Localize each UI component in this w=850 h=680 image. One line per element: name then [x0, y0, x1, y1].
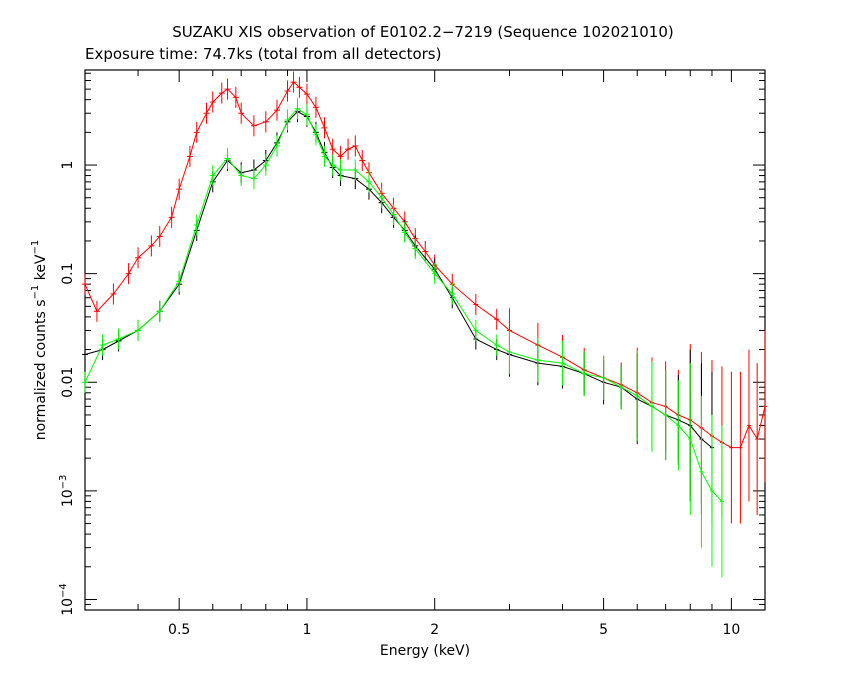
y-tick-mantissa: 10	[60, 489, 76, 507]
chart-subtitle: Exposure time: 74.7ks (total from all de…	[85, 45, 441, 63]
y-tick-exponent: −4	[58, 583, 69, 598]
plot-frame	[84, 69, 766, 611]
y-tick-mantissa: 10	[60, 598, 76, 616]
y-tick-label: 0.01	[60, 367, 76, 398]
y-tick-label: 0.1	[60, 263, 76, 285]
x-tick-label: 0.5	[168, 622, 190, 638]
x-tick-label: 1	[302, 622, 311, 638]
y-axis: 10−410−30.010.11	[58, 72, 765, 616]
y-tick-label: 1	[60, 161, 76, 170]
y-tick-label: 10−4	[58, 583, 76, 616]
chart-title: SUZAKU XIS observation of E0102.2−7219 (…	[172, 23, 673, 41]
series-2	[82, 98, 724, 578]
x-tick-label: 2	[430, 622, 439, 638]
y-tick-exponent: −3	[58, 475, 69, 490]
x-axis-label: Energy (keV)	[380, 643, 470, 659]
x-axis: 0.5 1 2 5 10	[84, 70, 740, 638]
y-axis-label-sup1: −1	[30, 285, 41, 300]
series-1	[82, 101, 714, 524]
y-tick-label: 10−3	[58, 475, 76, 508]
x-tick-label: 10	[722, 622, 740, 638]
series-line	[84, 108, 723, 502]
series-0	[82, 71, 767, 524]
x-tick-label: 5	[599, 622, 608, 638]
series-line	[84, 81, 766, 449]
series-layer	[82, 71, 767, 578]
y-axis-label-mid: keV	[33, 254, 49, 285]
y-axis-label: normalized counts s−1 keV−1	[30, 240, 49, 441]
y-axis-label-base: normalized counts s	[33, 299, 49, 440]
y-axis-label-sup2: −1	[30, 240, 41, 255]
